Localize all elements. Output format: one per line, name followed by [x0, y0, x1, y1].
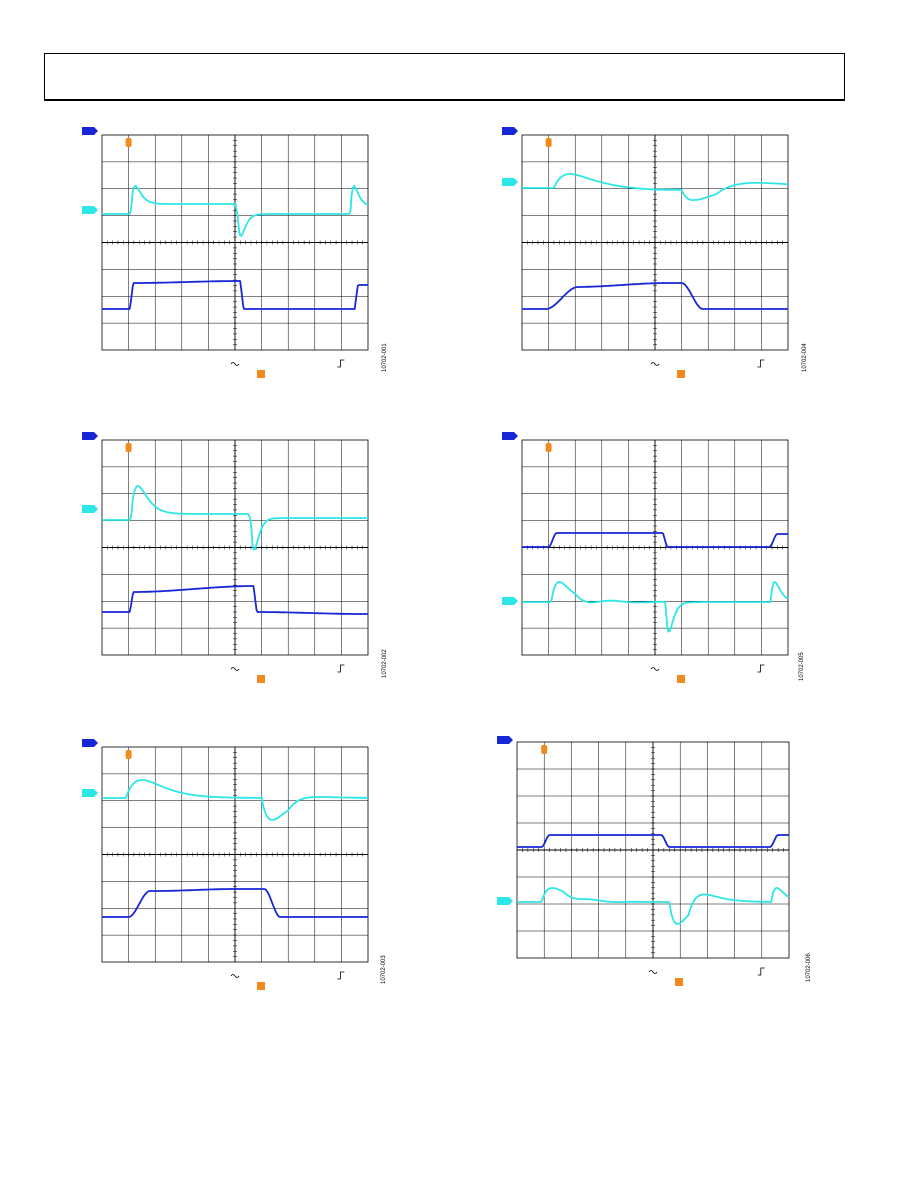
- ac-coupling-icon: [230, 362, 240, 366]
- channel-2-trace: [517, 887, 790, 925]
- trigger-level-marker: [675, 978, 683, 986]
- channel-1-marker: [502, 432, 518, 440]
- channel-2-marker: [82, 505, 98, 513]
- channel-2-trace: [522, 581, 789, 633]
- channel-1-trace: [102, 280, 368, 310]
- ac-coupling-icon: [230, 974, 240, 978]
- channel-1-marker: [82, 127, 98, 135]
- page-header-box: [44, 53, 845, 101]
- scope-plot-1: [82, 127, 369, 378]
- channel-2-trace: [102, 779, 368, 821]
- channel-2-marker: [502, 178, 518, 186]
- scope-plot-3: [82, 432, 369, 683]
- ac-coupling-icon: [648, 970, 658, 974]
- trigger-position-marker: [545, 138, 552, 147]
- trigger-position-marker: [545, 443, 552, 452]
- channel-1-marker: [82, 739, 98, 747]
- scope-plot-5: [82, 739, 369, 990]
- channel-1-trace: [522, 532, 788, 548]
- trigger-position-marker: [125, 138, 132, 147]
- trigger-level-marker: [257, 370, 265, 378]
- channel-2-marker: [497, 897, 513, 905]
- channel-2-marker: [82, 789, 98, 797]
- channel-1-marker: [502, 127, 518, 135]
- trigger-position-marker: [125, 443, 132, 452]
- rising-edge-icon: [337, 971, 345, 980]
- figure-id-1: 10702-001: [382, 343, 388, 372]
- channel-2-trace: [522, 173, 788, 201]
- trigger-position-marker: [541, 745, 548, 754]
- figure-id-5: 10702-003: [381, 955, 387, 984]
- channel-2-marker: [82, 206, 98, 214]
- channel-1-trace: [522, 282, 788, 310]
- rising-edge-icon: [757, 664, 765, 673]
- ac-coupling-icon: [230, 667, 240, 671]
- ac-coupling-icon: [650, 667, 660, 671]
- channel-2-trace: [102, 185, 369, 237]
- scope-plot-4: [502, 432, 789, 683]
- trigger-position-marker: [125, 750, 132, 759]
- rising-edge-icon: [757, 359, 765, 368]
- rising-edge-icon: [337, 664, 345, 673]
- figure-id-4: 10702-005: [799, 652, 805, 681]
- rising-edge-icon: [757, 967, 765, 976]
- channel-1-trace: [517, 834, 789, 848]
- figure-id-3: 10702-002: [382, 649, 388, 678]
- trigger-level-marker: [677, 675, 685, 683]
- ac-coupling-icon: [650, 362, 660, 366]
- trigger-level-marker: [677, 370, 685, 378]
- channel-2-marker: [502, 597, 518, 605]
- channel-1-marker: [497, 736, 513, 744]
- figure-id-6: 10702-006: [806, 953, 812, 982]
- figure-id-2: 10702-004: [802, 343, 808, 372]
- trigger-level-marker: [257, 675, 265, 683]
- scope-plot-6: [497, 736, 790, 986]
- channel-1-marker: [82, 432, 98, 440]
- channel-1-trace: [102, 585, 368, 615]
- scope-plot-2: [502, 127, 789, 378]
- channel-2-trace: [102, 485, 368, 551]
- rising-edge-icon: [337, 359, 345, 368]
- trigger-level-marker: [257, 982, 265, 990]
- channel-1-trace: [102, 888, 368, 918]
